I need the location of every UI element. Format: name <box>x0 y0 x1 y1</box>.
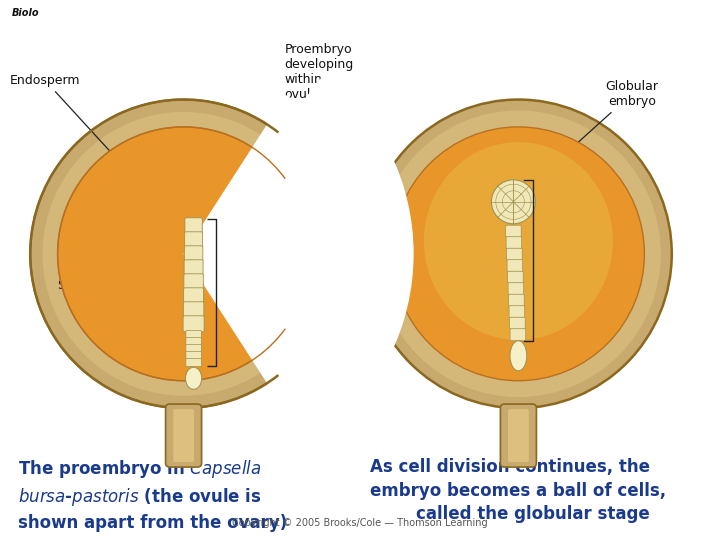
FancyBboxPatch shape <box>186 359 202 367</box>
FancyBboxPatch shape <box>186 352 202 360</box>
FancyBboxPatch shape <box>510 317 525 329</box>
FancyBboxPatch shape <box>174 409 194 462</box>
Ellipse shape <box>392 127 644 381</box>
Text: Suspensor: Suspensor <box>58 279 186 298</box>
Ellipse shape <box>365 99 672 408</box>
Ellipse shape <box>186 367 202 389</box>
FancyBboxPatch shape <box>507 248 522 260</box>
FancyBboxPatch shape <box>508 409 528 462</box>
Text: The proembryo in $\mathit{Capsella}$
$\mathit{bursa}$-$\mathit{pastoris}$ (the o: The proembryo in $\mathit{Capsella}$ $\m… <box>18 458 287 532</box>
Text: Copyright © 2005 Brooks/Cole — Thomson Learning: Copyright © 2005 Brooks/Cole — Thomson L… <box>232 518 488 528</box>
Circle shape <box>492 180 536 224</box>
Ellipse shape <box>510 341 527 371</box>
Wedge shape <box>184 95 373 413</box>
Text: Suspensor: Suspensor <box>355 260 508 273</box>
Text: Biolo: Biolo <box>12 8 40 18</box>
FancyBboxPatch shape <box>184 246 203 262</box>
Wedge shape <box>184 72 413 435</box>
FancyBboxPatch shape <box>186 345 202 353</box>
FancyBboxPatch shape <box>184 302 204 318</box>
FancyBboxPatch shape <box>183 316 204 332</box>
FancyBboxPatch shape <box>510 329 526 341</box>
FancyBboxPatch shape <box>184 274 203 290</box>
FancyBboxPatch shape <box>507 260 523 272</box>
FancyBboxPatch shape <box>184 260 203 276</box>
FancyBboxPatch shape <box>506 237 522 249</box>
FancyBboxPatch shape <box>166 404 202 467</box>
Text: Endosperm: Endosperm <box>10 74 144 188</box>
FancyBboxPatch shape <box>509 306 525 318</box>
FancyBboxPatch shape <box>508 294 524 306</box>
FancyBboxPatch shape <box>184 232 202 248</box>
Text: Globular
embryo: Globular embryo <box>526 80 658 189</box>
Ellipse shape <box>42 112 325 396</box>
FancyBboxPatch shape <box>500 404 536 467</box>
Ellipse shape <box>376 111 661 397</box>
FancyBboxPatch shape <box>505 225 521 237</box>
Ellipse shape <box>58 127 310 381</box>
Ellipse shape <box>424 142 613 340</box>
Text: As cell division continues, the
embryo becomes a ball of cells,
        called t: As cell division continues, the embryo b… <box>370 458 666 523</box>
FancyBboxPatch shape <box>185 218 202 234</box>
FancyBboxPatch shape <box>508 271 523 283</box>
Text: Proembryo
developing
within
ovule: Proembryo developing within ovule <box>210 43 354 213</box>
FancyBboxPatch shape <box>508 283 523 295</box>
FancyBboxPatch shape <box>186 330 202 339</box>
FancyBboxPatch shape <box>186 338 202 346</box>
Ellipse shape <box>30 99 337 408</box>
FancyBboxPatch shape <box>184 288 204 304</box>
